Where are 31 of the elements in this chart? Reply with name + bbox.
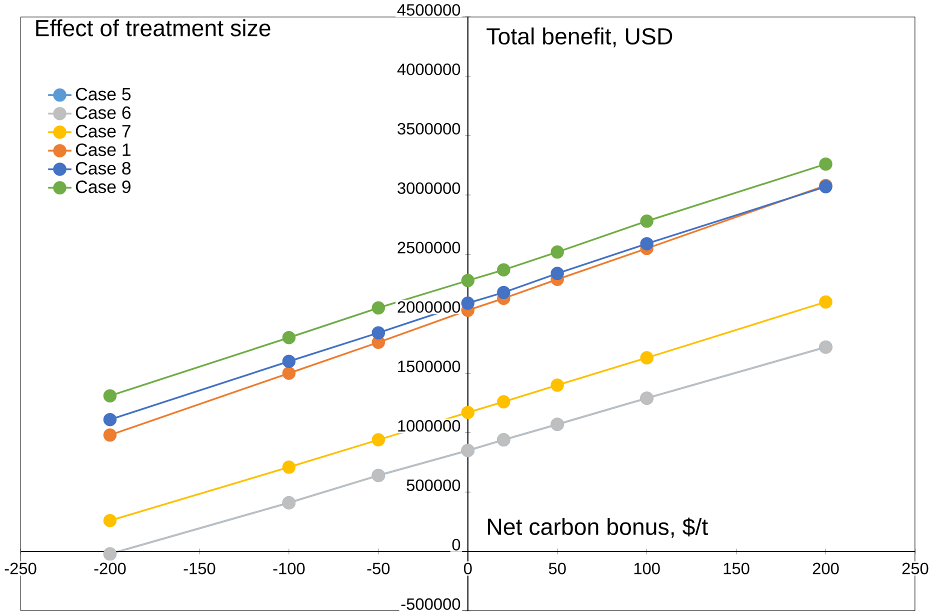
y-tick-label: 1000000 xyxy=(398,420,460,432)
y-tick-label: 2500000 xyxy=(398,242,460,254)
x-tick-label: 200 xyxy=(812,562,839,574)
x-tick-label: -250 xyxy=(4,562,36,574)
x-tick-label: -200 xyxy=(94,562,126,574)
x-tick-label: 250 xyxy=(902,562,928,574)
y-tick-label: 3500000 xyxy=(398,122,460,134)
x-tick-label: -150 xyxy=(184,562,216,574)
y-axis-title: Total benefit, USD xyxy=(486,27,672,48)
y-tick-label: 4500000 xyxy=(397,4,460,16)
y-tick-label: 0 xyxy=(452,538,460,550)
x-tick-label: -100 xyxy=(273,562,305,574)
legend-label: Case 9 xyxy=(76,180,130,194)
legend-label: Case 6 xyxy=(76,106,131,119)
chart-title: Effect of treatment size xyxy=(36,19,270,36)
x-tick-label: 50 xyxy=(548,562,566,574)
y-tick-label: 1500000 xyxy=(398,360,460,372)
legend-label: Case 7 xyxy=(76,124,130,138)
y-tick-label: 4000000 xyxy=(397,63,460,76)
legend-label: Case 1 xyxy=(76,143,130,156)
x-tick-label: 0 xyxy=(464,562,472,574)
y-tick-label: 2000000 xyxy=(398,301,460,313)
x-axis-title: Net carbon bonus, $/t xyxy=(488,518,708,538)
x-tick-label: -50 xyxy=(367,562,390,574)
x-tick-label: 100 xyxy=(634,562,660,574)
y-tick-label: 3000000 xyxy=(398,182,460,194)
y-tick-label: 500000 xyxy=(406,479,460,491)
legend-label: Case 8 xyxy=(76,162,131,174)
y-tick-label: -500000 xyxy=(401,598,460,610)
x-tick-label: 150 xyxy=(724,562,750,574)
legend-label: Case 5 xyxy=(76,88,131,100)
